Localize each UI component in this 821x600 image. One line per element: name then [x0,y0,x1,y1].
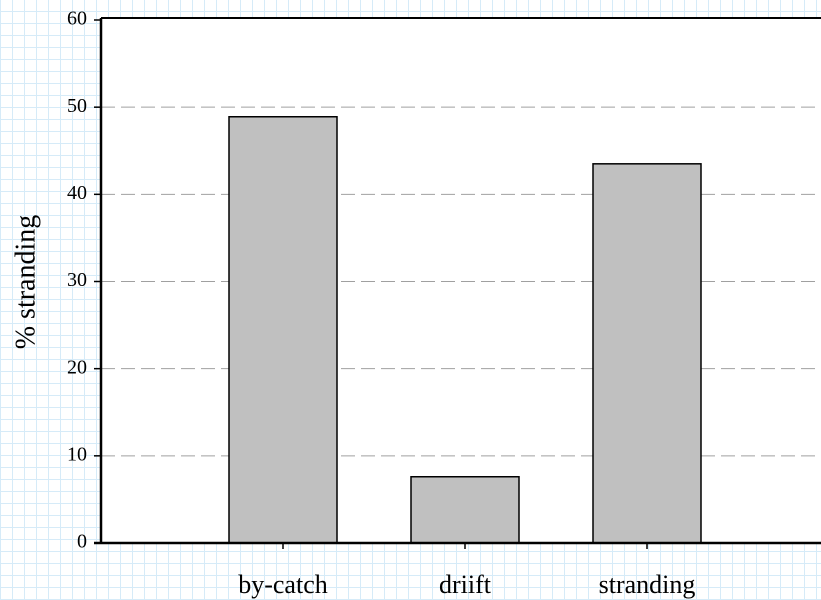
bar [410,476,520,544]
y-tick-label: 40 [67,182,87,204]
plot-area [101,18,821,543]
y-tick-label: 30 [67,269,87,291]
x-tick-label: by-catch [238,570,328,599]
y-tick-label: 20 [67,356,87,378]
y-tick-label: 50 [67,95,87,117]
y-axis-label: % stranding [10,215,41,350]
y-tick-label: 10 [67,443,87,465]
bar [592,163,702,544]
y-tick-label: 0 [77,531,87,553]
x-tick-label: stranding [599,570,696,599]
y-tick-label: 60 [67,8,87,30]
bar [228,116,338,544]
x-tick-label: driift [439,570,492,599]
